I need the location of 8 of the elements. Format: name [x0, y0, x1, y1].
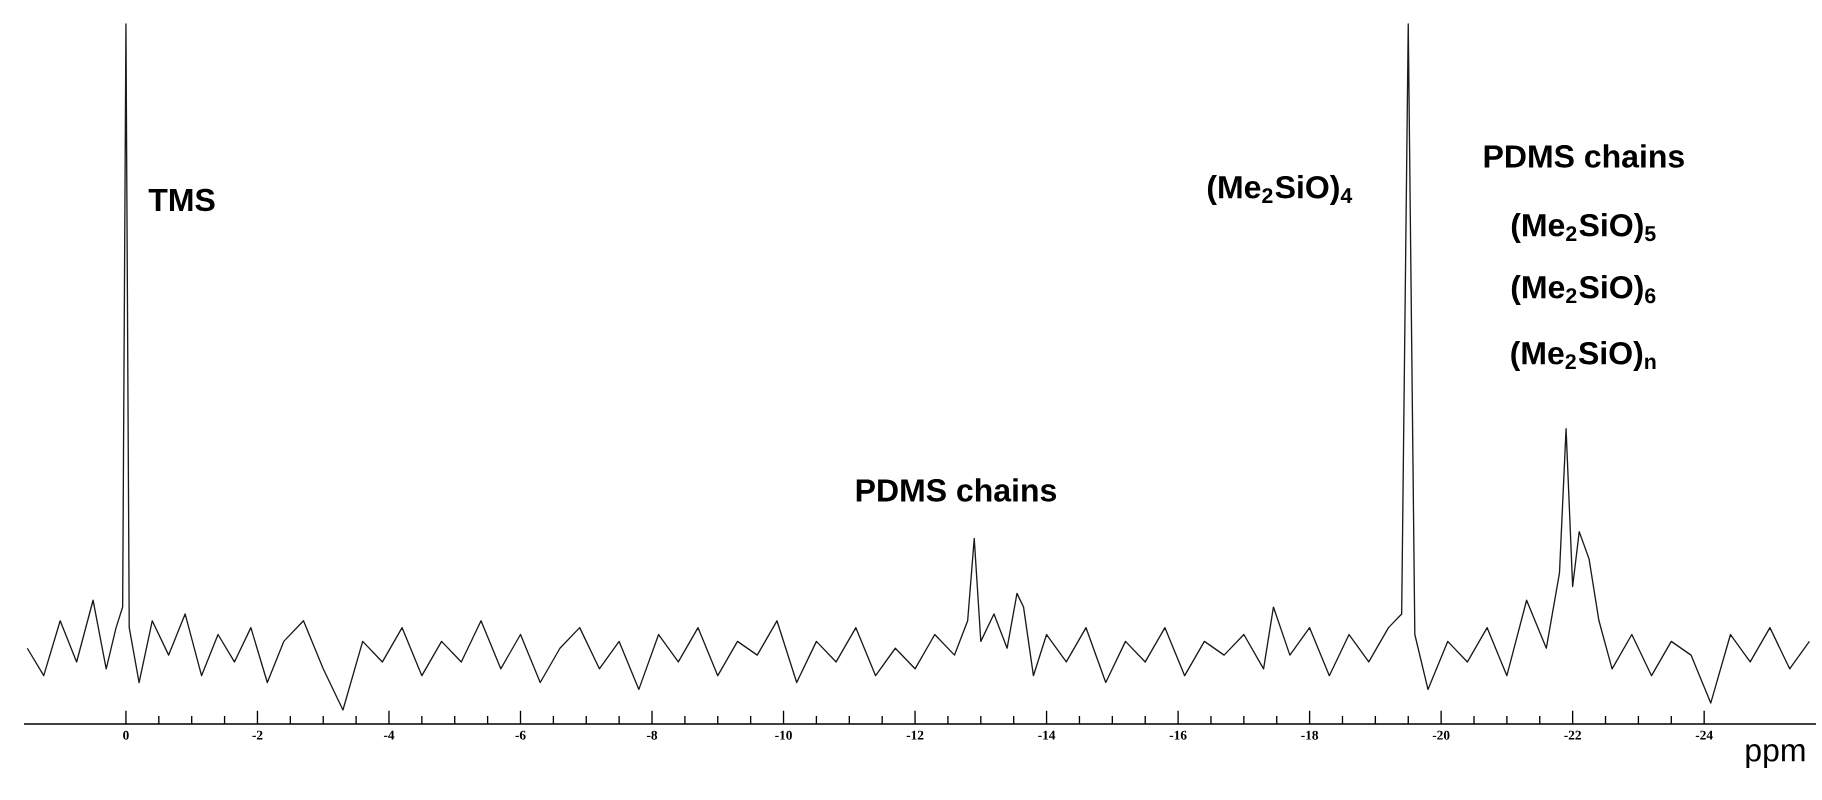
annotation: (Me$_{2}$SiO)$_{4}$ [1207, 175, 1353, 205]
annotation: TMS [148, 188, 215, 212]
annotation: PDMS chains [1484, 144, 1684, 168]
annotation: (Me$_{2}$SiO)$_{5}$ [1511, 213, 1656, 243]
x-axis-title: ppm [1746, 744, 1805, 768]
annotation: (Me$_{2}$SiO)$_{6}$ [1511, 275, 1656, 305]
annotation: (Me$_{2}$SiO)$_{n}$ [1511, 341, 1656, 371]
annotation: PDMS chains [856, 478, 1057, 502]
